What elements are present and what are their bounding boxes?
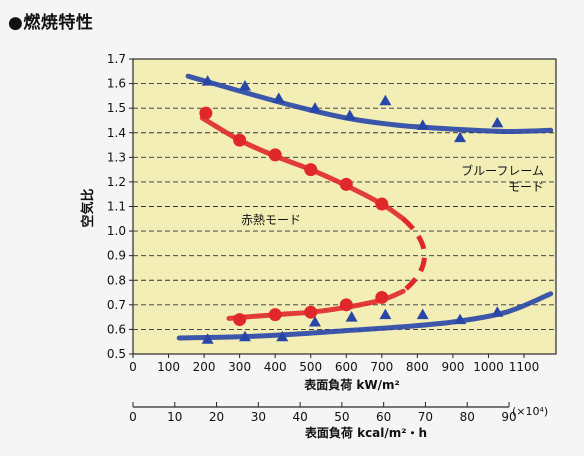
x-tick-label: 600 <box>335 360 358 374</box>
secondary-axis-unit: (×10⁴) <box>512 405 548 418</box>
secondary-x-axis-ticks: 0 10 20 30 40 50 60 70 80 90 <box>129 402 517 424</box>
y-tick-label: 1.3 <box>107 150 126 164</box>
y-tick-label: 1.5 <box>107 101 126 115</box>
blue-triangle-point <box>379 308 392 320</box>
y-tick-label: 0.9 <box>107 249 126 263</box>
x-tick-label: 400 <box>264 360 287 374</box>
x-tick-label: 300 <box>228 360 251 374</box>
blue-upper-curve <box>185 73 554 135</box>
red-circle-point <box>375 290 389 304</box>
y-tick-label: 1.4 <box>107 126 126 140</box>
red-heat-mode-label: 赤熱モード <box>241 213 301 227</box>
y-axis-ticks: 0.5 0.6 0.7 0.8 0.9 1.0 1.1 1.2 1.3 1.4 1.5 1.6 1.7 <box>107 52 133 361</box>
blue-triangle-point <box>272 92 285 103</box>
y-axis-label: 空気比 <box>80 188 96 227</box>
data-points <box>199 75 504 344</box>
x-tick-label: 800 <box>406 360 429 374</box>
blue-triangle-point <box>201 333 214 344</box>
blue-triangle-point <box>416 308 429 320</box>
red-circle-point <box>304 305 318 319</box>
x-tick-label: 1100 <box>509 360 540 374</box>
red-circle-point <box>233 133 247 147</box>
red-circle-point <box>339 177 353 191</box>
x2-tick-label: 80 <box>460 410 475 424</box>
x-axis-ticks: 0 100 200 300 400 500 600 700 800 900 1000 1100 <box>129 354 539 374</box>
x2-tick-label: 0 <box>129 410 137 424</box>
x-tick-label: 0 <box>129 360 137 374</box>
blue-triangle-point <box>276 330 289 342</box>
x2-tick-label: 20 <box>209 410 224 424</box>
page-heading: ●燃焼特性 <box>8 13 94 33</box>
red-circle-point <box>375 197 389 211</box>
blue-triangle-point <box>416 119 429 130</box>
x2-tick-label: 70 <box>418 410 433 424</box>
blue-triangle-point <box>454 313 467 325</box>
x2-tick-label: 40 <box>292 410 307 424</box>
red-circle-point <box>233 313 247 327</box>
blue-triangle-point <box>379 94 392 106</box>
blue-flame-mode-label-line2: モード <box>508 180 544 194</box>
blue-triangle-point <box>491 306 504 317</box>
x2-tick-label: 50 <box>334 410 349 424</box>
y-tick-label: 0.6 <box>107 322 126 336</box>
blue-triangle-point <box>238 80 251 91</box>
blue-triangle-point <box>345 311 358 322</box>
x-tick-label: 100 <box>157 360 180 374</box>
y-tick-label: 1.6 <box>107 77 126 91</box>
y-tick-label: 1.0 <box>107 224 126 238</box>
blue-flame-mode-label-line1: ブルーフレーム <box>461 163 544 178</box>
x2-tick-label: 10 <box>167 410 182 424</box>
red-circle-point <box>268 308 282 322</box>
blue-triangle-point <box>491 116 504 128</box>
y-tick-label: 1.7 <box>107 52 126 66</box>
y-tick-label: 1.2 <box>107 175 126 189</box>
x-axis-label: 表面負荷 kW/m² <box>303 377 400 392</box>
x2-tick-label: 60 <box>376 410 391 424</box>
x-tick-label: 1000 <box>473 360 504 374</box>
x-tick-label: 200 <box>193 360 216 374</box>
x2-tick-label: 90 <box>501 410 516 424</box>
x-tick-label: 900 <box>441 360 464 374</box>
x2-tick-label: 30 <box>251 410 266 424</box>
blue-triangle-point <box>308 102 321 113</box>
red-circle-point <box>268 148 282 162</box>
y-tick-label: 0.8 <box>107 273 126 287</box>
blue-triangle-point <box>201 75 214 86</box>
red-circle-point <box>339 298 353 312</box>
x-tick-label: 500 <box>299 360 322 374</box>
red-circle-point <box>199 106 213 120</box>
secondary-x-axis-label: 表面負荷 kcal/m²・h <box>304 425 427 440</box>
blue-triangle-point <box>238 330 251 342</box>
x-tick-label: 700 <box>370 360 393 374</box>
y-tick-label: 1.1 <box>107 200 126 214</box>
red-circle-point <box>304 163 318 177</box>
blue-triangle-point <box>343 109 356 121</box>
blue-triangle-point <box>308 316 321 327</box>
blue-triangle-point <box>454 131 467 143</box>
y-tick-label: 0.5 <box>107 347 126 361</box>
y-tick-label: 0.7 <box>107 298 126 312</box>
red-transition-curve <box>401 216 427 294</box>
